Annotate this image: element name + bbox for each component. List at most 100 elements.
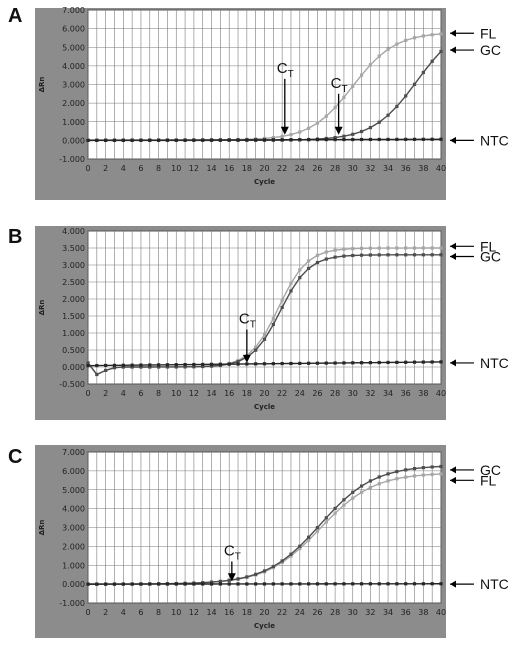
data-point-fl bbox=[386, 246, 390, 250]
series-label-fl: FL bbox=[480, 25, 497, 41]
data-point-ntc bbox=[183, 582, 187, 586]
data-point-fl bbox=[307, 538, 311, 542]
data-point-gc bbox=[298, 544, 302, 548]
data-point-fl bbox=[377, 54, 381, 58]
chart-panel-b: B -0.500 0.000 0.500 1.000 1.500 2.000 2.500 3.0… bbox=[8, 226, 509, 420]
x-tick-label: 22 bbox=[277, 389, 287, 398]
panel-letter: C bbox=[8, 446, 22, 468]
data-point-ntc bbox=[86, 138, 90, 142]
data-point-fl bbox=[395, 42, 399, 46]
data-point-gc bbox=[430, 59, 434, 63]
data-point-gc bbox=[139, 365, 143, 369]
data-point-ntc bbox=[289, 361, 293, 366]
data-point-ntc bbox=[386, 137, 390, 142]
x-tick-label: 10 bbox=[171, 164, 181, 173]
data-point-fl bbox=[280, 298, 284, 302]
data-point-gc bbox=[315, 526, 320, 530]
data-point-fl bbox=[333, 248, 337, 252]
data-point-gc bbox=[421, 466, 425, 470]
data-point-ntc bbox=[280, 138, 284, 142]
data-point-gc bbox=[307, 535, 311, 539]
y-tick-label: 4.000 bbox=[62, 227, 85, 236]
y-tick-label: 7.000 bbox=[62, 448, 85, 457]
data-point-gc bbox=[395, 104, 399, 109]
data-point-gc bbox=[201, 364, 205, 369]
data-point-gc bbox=[404, 253, 408, 257]
data-point-ntc bbox=[112, 138, 117, 142]
x-tick-label: 18 bbox=[242, 389, 252, 398]
data-point-ntc bbox=[192, 138, 196, 142]
data-point-ntc bbox=[351, 137, 355, 142]
data-point-ntc bbox=[157, 582, 161, 586]
data-point-fl bbox=[404, 38, 408, 42]
data-point-ntc bbox=[280, 361, 284, 366]
data-point-fl bbox=[395, 477, 399, 481]
data-point-ntc bbox=[289, 582, 293, 586]
data-point-ntc bbox=[95, 363, 99, 368]
data-point-gc bbox=[121, 365, 125, 369]
data-point-gc bbox=[377, 253, 381, 257]
data-point-ntc bbox=[412, 582, 417, 586]
data-point-gc bbox=[359, 129, 364, 134]
data-point-ntc bbox=[201, 582, 205, 586]
y-tick-label: 0.500 bbox=[62, 346, 85, 355]
data-point-gc bbox=[395, 253, 399, 257]
data-point-gc bbox=[209, 580, 214, 584]
data-point-ntc bbox=[359, 361, 364, 365]
data-point-fl bbox=[324, 114, 328, 118]
data-point-ntc bbox=[165, 138, 170, 142]
data-point-fl bbox=[262, 333, 267, 337]
data-point-ntc bbox=[439, 360, 443, 364]
y-tick-label: 3.000 bbox=[62, 261, 85, 270]
y-tick-label: 1.500 bbox=[62, 312, 85, 321]
data-point-gc bbox=[148, 365, 152, 369]
ct-label-c: C bbox=[331, 75, 342, 92]
x-tick-label: 32 bbox=[365, 608, 375, 617]
x-tick-label: 30 bbox=[348, 389, 358, 398]
data-point-gc bbox=[165, 365, 170, 369]
data-point-fl bbox=[298, 547, 302, 551]
data-point-ntc bbox=[139, 138, 143, 142]
data-point-gc bbox=[236, 359, 240, 364]
data-point-gc bbox=[386, 253, 390, 257]
y-tick-label: -1.000 bbox=[59, 599, 85, 608]
data-point-fl bbox=[439, 246, 443, 250]
data-point-ntc bbox=[201, 362, 205, 367]
data-point-gc bbox=[333, 255, 337, 259]
data-point-fl bbox=[404, 475, 408, 479]
x-tick-label: 8 bbox=[156, 164, 161, 173]
data-point-ntc bbox=[377, 360, 381, 365]
data-point-fl bbox=[324, 520, 328, 524]
y-tick-label: 0.000 bbox=[62, 580, 85, 589]
series-label-arrow-head bbox=[450, 580, 456, 588]
data-point-ntc bbox=[430, 360, 434, 364]
data-point-ntc bbox=[298, 138, 302, 142]
data-point-ntc bbox=[377, 137, 381, 142]
data-point-gc bbox=[324, 516, 328, 520]
data-point-fl bbox=[307, 126, 311, 130]
data-point-fl bbox=[368, 246, 372, 250]
y-tick-label: 5.000 bbox=[62, 486, 85, 495]
data-point-gc bbox=[112, 366, 117, 370]
data-point-ntc bbox=[139, 363, 143, 367]
x-tick-label: 2 bbox=[103, 164, 108, 173]
y-axis-title: ΔRn bbox=[38, 300, 46, 316]
data-point-gc bbox=[412, 253, 417, 257]
data-point-gc bbox=[254, 572, 258, 576]
data-point-ntc bbox=[227, 362, 231, 366]
x-tick-label: 38 bbox=[418, 608, 428, 617]
y-tick-label: -1.000 bbox=[59, 155, 85, 164]
data-point-gc bbox=[404, 94, 408, 98]
data-point-ntc bbox=[201, 138, 205, 142]
data-point-gc bbox=[192, 365, 196, 369]
y-tick-label: 2.000 bbox=[62, 295, 85, 304]
data-point-fl bbox=[324, 250, 328, 254]
ct-label: CT bbox=[224, 542, 241, 562]
y-tick-label: 3.500 bbox=[62, 244, 85, 253]
data-point-ntc bbox=[183, 138, 187, 142]
series-label-arrow-head bbox=[450, 253, 456, 260]
data-point-fl bbox=[315, 121, 320, 125]
data-point-ntc bbox=[377, 582, 381, 586]
data-point-ntc bbox=[307, 361, 311, 365]
data-point-ntc bbox=[307, 138, 311, 142]
